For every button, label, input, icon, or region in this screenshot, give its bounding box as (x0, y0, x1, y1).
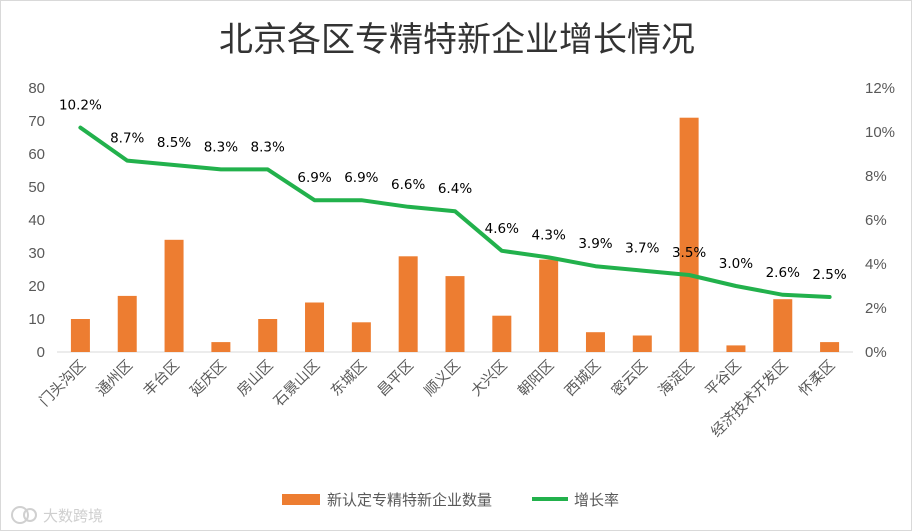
right-axis-tick-label: 8% (865, 168, 887, 185)
growth-rate-line (78, 125, 832, 299)
bar-通州区 (117, 295, 137, 352)
growth-rate-label: 4.6% (485, 221, 519, 237)
bar-延庆区 (211, 342, 231, 352)
growth-rate-label: 4.3% (531, 227, 565, 243)
growth-rate-label: 6.9% (297, 170, 331, 186)
bar-西城区 (585, 332, 605, 352)
left-axis-tick-label: 80 (28, 80, 45, 97)
bar-石景山区 (305, 302, 325, 352)
category-label: 昌平区 (375, 358, 417, 400)
category-label: 房山区 (234, 357, 277, 400)
right-axis-tick-label: 10% (865, 124, 895, 141)
growth-rate-label: 2.6% (766, 265, 800, 281)
category-label: 西城区 (562, 357, 605, 400)
legend-bar-swatch (282, 494, 320, 505)
bar-东城区 (351, 322, 371, 352)
bar-昌平区 (398, 256, 418, 352)
legend-bar-label: 新认定专精特新企业数量 (327, 491, 492, 509)
right-axis-tick-label: 0% (865, 344, 887, 361)
growth-rate-label: 6.4% (438, 181, 472, 197)
right-axis: 0% 2% 4% 6% 8% 10% 12% (865, 80, 895, 361)
category-label: 大兴区 (468, 357, 511, 400)
category-label: 石景山区 (270, 357, 323, 410)
growth-rate-label: 3.9% (578, 236, 612, 252)
growth-rate-label: 3.5% (672, 245, 706, 261)
growth-rate-label: 8.5% (157, 135, 191, 151)
right-axis-tick-label: 6% (865, 212, 887, 229)
bar-丰台区 (164, 239, 184, 352)
growth-rate-label: 10.2% (59, 98, 102, 114)
chart-title: 北京各区专精特新企业增长情况 (219, 20, 695, 60)
watermark: 大数跨境 (11, 506, 103, 525)
left-axis-tick-label: 10 (28, 311, 45, 328)
growth-rate-label: 3.0% (719, 256, 753, 272)
growth-rate-label: 6.9% (344, 170, 378, 186)
growth-rate-label: 2.5% (812, 267, 846, 283)
category-label: 东城区 (327, 357, 370, 400)
category-label: 顺义区 (421, 357, 464, 400)
left-axis-tick-label: 30 (28, 245, 45, 262)
bar-海淀区 (679, 117, 699, 352)
bar-series (70, 117, 840, 352)
bar-经济技术开发区 (773, 299, 793, 352)
watermark-text: 大数跨境 (43, 507, 103, 525)
growth-rate-label: 8.3% (204, 139, 238, 155)
growth-rate-label: 3.7% (625, 241, 659, 257)
left-axis-tick-label: 40 (28, 212, 45, 229)
category-label: 延庆区 (187, 357, 230, 400)
legend-line-label: 增长率 (574, 491, 619, 509)
bar-朝阳区 (539, 259, 559, 352)
right-axis-tick-label: 4% (865, 256, 887, 273)
bar-顺义区 (445, 276, 465, 352)
growth-rate-label: 8.7% (110, 131, 144, 147)
growth-rate-labels: 10.2% 8.7% 8.5% 8.3% 8.3% 6.9% 6.9% 6.6% 6.4% 4.6… (59, 98, 847, 283)
left-axis-tick-label: 50 (28, 179, 45, 196)
left-axis: 0 10 20 30 40 50 60 70 80 (28, 80, 45, 361)
right-axis-tick-label: 2% (865, 300, 887, 317)
category-label: 海淀区 (655, 357, 698, 400)
category-label: 丰台区 (140, 357, 183, 400)
bar-门头沟区 (70, 319, 90, 352)
category-label: 朝阳区 (515, 357, 558, 400)
left-axis-tick-label: 60 (28, 146, 45, 163)
category-label: 门头沟区 (36, 357, 89, 410)
right-axis-tick-label: 12% (865, 80, 895, 97)
bar-房山区 (258, 319, 278, 352)
bar-怀柔区 (820, 342, 840, 352)
growth-rate-label: 8.3% (251, 139, 285, 155)
category-label: 平谷区 (702, 357, 745, 400)
watermark-logo-icon (11, 506, 29, 524)
bar-密云区 (632, 335, 652, 352)
legend: 新认定专精特新企业数量 增长率 (282, 491, 619, 509)
watermark-logo-icon-2 (23, 508, 37, 522)
left-axis-tick-label: 20 (28, 278, 45, 295)
bar-大兴区 (492, 315, 512, 352)
category-label: 通州区 (93, 357, 136, 400)
left-axis-tick-label: 70 (28, 113, 45, 130)
bar-平谷区 (726, 345, 746, 352)
left-axis-tick-label: 0 (37, 344, 45, 361)
category-label: 怀柔区 (796, 357, 839, 400)
growth-rate-label: 6.6% (391, 177, 425, 193)
category-label: 密云区 (608, 357, 651, 400)
